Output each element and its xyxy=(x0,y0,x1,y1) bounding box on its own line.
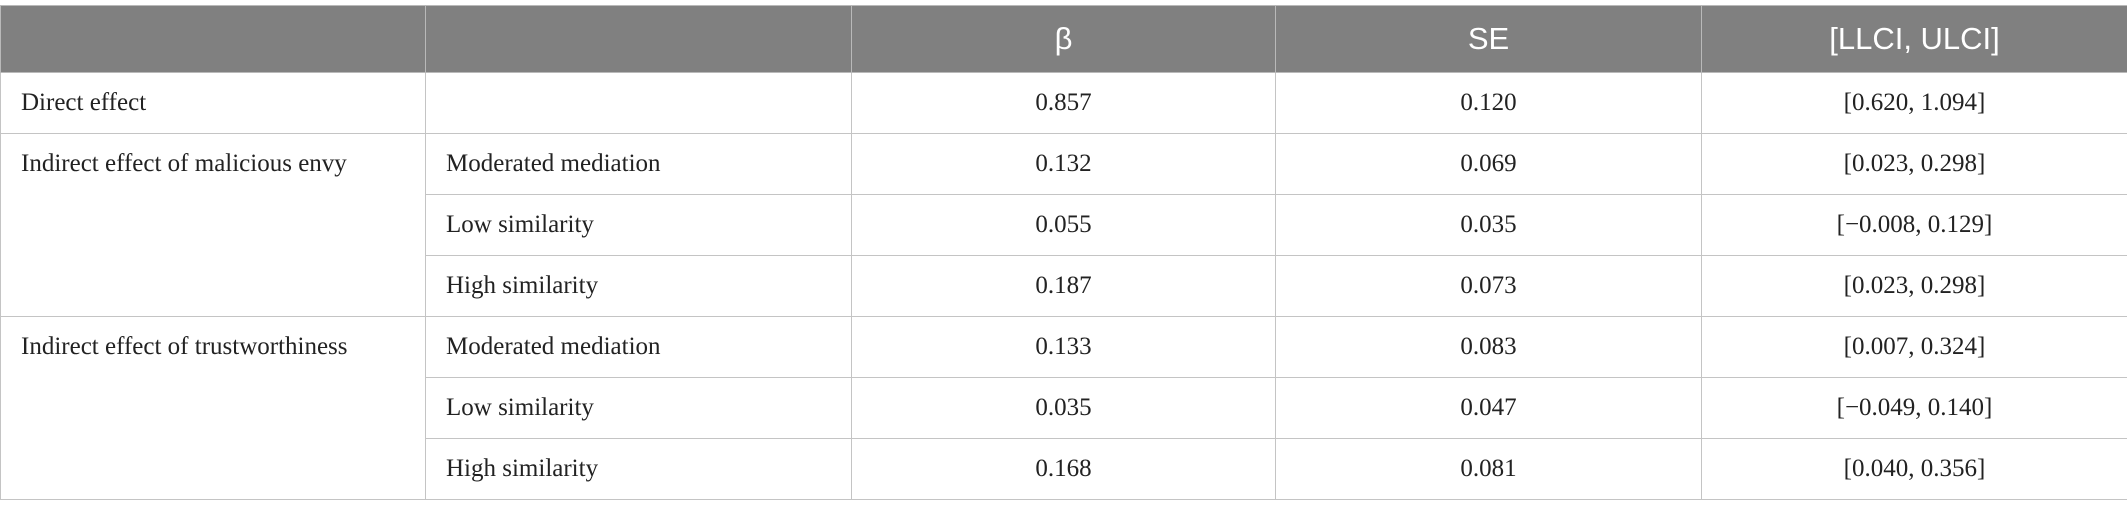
header-cell: [LLCI, ULCI] xyxy=(1701,5,2127,73)
value-cell: [0.040, 0.356] xyxy=(1701,438,2127,500)
value-cell: 0.857 xyxy=(851,72,1276,134)
value-cell: [0.023, 0.298] xyxy=(1701,133,2127,195)
results-table: β SE [LLCI, ULCI] Direct effect 0.857 0.120[… xyxy=(0,5,2127,500)
table-body: Direct effect 0.857 0.120 [0.620, 1.094] Ind… xyxy=(0,72,2127,500)
value-cell: 0.168 xyxy=(851,438,1276,500)
header-cell xyxy=(0,5,426,73)
value-cell: 0.035 xyxy=(1275,194,1702,256)
effect-cell: Indirect effect of trustworthiness xyxy=(0,316,426,500)
header-cell xyxy=(425,5,852,73)
condition-cell: Moderated mediation xyxy=(425,316,852,378)
value-cell: 0.132 xyxy=(851,133,1276,195)
effect-cell: Indirect effect of malicious envy xyxy=(0,133,426,317)
value-cell: [0.007, 0.324] xyxy=(1701,316,2127,378)
table-row: Indirect effect of trustworthiness Modera… xyxy=(0,316,2127,500)
value-cell: [−0.049, 0.140] xyxy=(1701,377,2127,439)
table-row: Indirect effect of malicious envy Moderat… xyxy=(0,133,2127,317)
table-row: Direct effect 0.857 0.120 [0.620, 1.094] xyxy=(0,72,2127,134)
condition-cell xyxy=(425,72,852,134)
value-cell: 0.069 xyxy=(1275,133,1702,195)
condition-cell: Moderated mediation xyxy=(425,133,852,195)
value-cell: [−0.008, 0.129] xyxy=(1701,194,2127,256)
value-cell: [0.620, 1.094] xyxy=(1701,72,2127,134)
condition-cell: High similarity xyxy=(425,255,852,317)
value-cell: 0.073 xyxy=(1275,255,1702,317)
table-row: High similarity 0.168 0.081 [0.040, 0.356] xyxy=(1,438,2127,500)
value-cell: [0.023, 0.298] xyxy=(1701,255,2127,317)
table-row: Low similarity 0.035 0.047 [−0.049, 0.140] xyxy=(1,377,2127,439)
value-cell: 0.133 xyxy=(851,316,1276,378)
header-row: β SE [LLCI, ULCI] xyxy=(0,5,2127,73)
condition-cell: Low similarity xyxy=(425,194,852,256)
effect-cell: Direct effect xyxy=(0,72,426,134)
value-cell: 0.047 xyxy=(1275,377,1702,439)
condition-cell: Low similarity xyxy=(425,377,852,439)
value-cell: 0.187 xyxy=(851,255,1276,317)
header-cell: β xyxy=(851,5,1276,73)
value-cell: 0.083 xyxy=(1275,316,1702,378)
value-cell: 0.120 xyxy=(1275,72,1702,134)
value-cell: 0.035 xyxy=(851,377,1276,439)
value-cell: 0.081 xyxy=(1275,438,1702,500)
condition-cell: High similarity xyxy=(425,438,852,500)
value-cell: 0.055 xyxy=(851,194,1276,256)
header-cell: SE xyxy=(1275,5,1702,73)
